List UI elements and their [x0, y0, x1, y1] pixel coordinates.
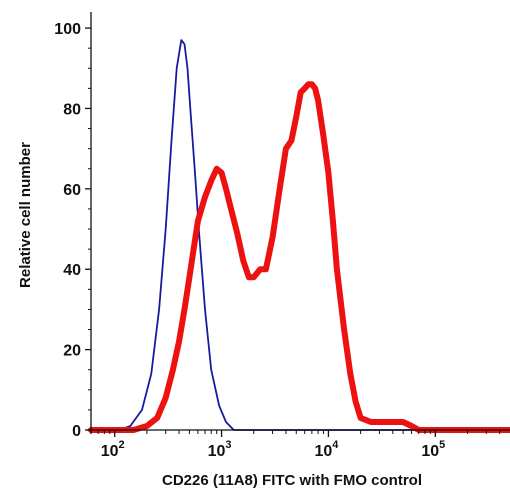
fmo-control-histogram-line	[90, 39, 437, 431]
x-tick-label: 102	[101, 439, 125, 460]
series-layer	[88, 39, 510, 433]
y-tick-label: 20	[63, 343, 81, 360]
y-tick-label: 80	[63, 101, 81, 118]
y-tick-label: 60	[63, 182, 81, 199]
axes-layer: 0 20 40 60 80 100 102 103 104 105	[54, 12, 510, 460]
cd226-histogram-line	[88, 81, 510, 433]
x-axis-title: CD226 (11A8) FITC with FMO control	[162, 472, 422, 489]
x-tick-label: 103	[208, 439, 232, 460]
x-tick-label: 105	[421, 439, 445, 460]
y-tick-label: 40	[63, 262, 81, 279]
y-axis-title: Relative cell number	[17, 142, 34, 288]
y-tick-label: 100	[54, 21, 81, 38]
x-tick-label: 104	[314, 439, 339, 460]
y-tick-label: 0	[72, 423, 81, 440]
